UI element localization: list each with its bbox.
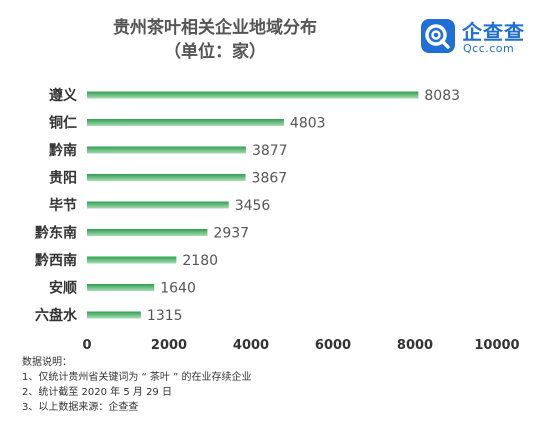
- category-label: 遵义: [49, 87, 77, 104]
- bar: [87, 229, 208, 236]
- bar: [87, 119, 284, 126]
- chart-title-block: 贵州茶叶相关企业地域分布 （单位：家）: [0, 16, 430, 64]
- category-label: 安顺: [49, 280, 77, 297]
- category-label: 六盘水: [35, 307, 78, 324]
- bar: [87, 311, 141, 319]
- category-label: 毕节: [49, 197, 77, 214]
- brand-domain: Qcc.com: [463, 42, 515, 55]
- bar-value-label: 4803: [290, 116, 326, 132]
- x-tick-label: 8000: [397, 338, 433, 353]
- bar-value-label: 8083: [424, 88, 460, 104]
- x-tick-label: 4000: [233, 338, 269, 353]
- bar-value-label: 1640: [160, 281, 196, 297]
- bar-value-label: 3877: [252, 143, 288, 159]
- bar: [87, 201, 229, 209]
- category-label: 黔南: [49, 142, 77, 159]
- data-notes: 数据说明： 1、仅统计贵州省关键词为 “ 茶叶 ” 的在业存续企业 2、统计截至…: [22, 355, 251, 415]
- notes-item: 2、统计截至 2020 年 5 月 29 日: [22, 387, 172, 398]
- bar: [87, 146, 246, 154]
- chart-title: 贵州茶叶相关企业地域分布: [113, 18, 317, 38]
- bar-value-label: 3867: [252, 171, 288, 187]
- bar: [87, 174, 246, 181]
- chart-subtitle: （单位：家）: [164, 42, 266, 62]
- x-tick-label: 2000: [151, 338, 187, 353]
- notes-heading: 数据说明：: [22, 357, 72, 368]
- notes-item: 1、仅统计贵州省关键词为 “ 茶叶 ” 的在业存续企业: [22, 372, 252, 383]
- bar-value-label: 3456: [235, 198, 271, 214]
- category-label: 贵阳: [49, 170, 77, 187]
- category-label: 黔东南: [35, 225, 77, 242]
- bar: [87, 284, 155, 291]
- notes-item: 3、以上数据来源：企查查: [22, 402, 139, 413]
- x-tick-label: 6000: [315, 338, 351, 353]
- x-tick-label: 10000: [474, 338, 519, 353]
- category-label: 黔西南: [35, 252, 77, 269]
- bar: [87, 256, 177, 264]
- bar-value-label: 1315: [147, 308, 183, 324]
- bar-value-label: 2180: [182, 253, 218, 269]
- brand-name: 企查查: [462, 20, 525, 44]
- bar-value-label: 2937: [213, 226, 249, 242]
- bar: [87, 91, 419, 99]
- brand-logo-block: 企查查 Qcc.com: [420, 14, 540, 60]
- category-label: 铜仁: [49, 115, 77, 132]
- x-tick-label: 0: [82, 338, 91, 353]
- qcc-logo-icon: [421, 19, 455, 53]
